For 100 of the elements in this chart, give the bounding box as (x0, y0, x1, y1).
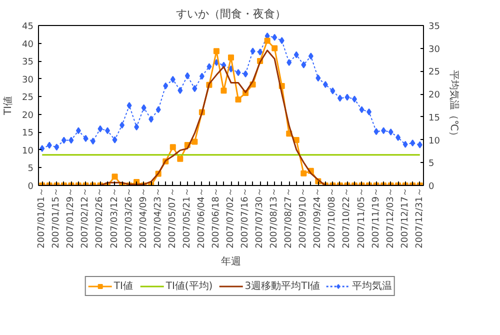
y-tick-label: 35 (22, 58, 34, 68)
point (236, 69, 241, 76)
point (177, 156, 184, 162)
point (156, 106, 161, 114)
point (46, 142, 52, 149)
y2-tick-label: 5 (428, 159, 434, 170)
point (228, 54, 234, 60)
point (272, 34, 278, 41)
point (112, 174, 118, 180)
point (388, 128, 394, 136)
point (141, 104, 146, 112)
x-tick-label: 2007/01/01～ (37, 188, 48, 248)
x-tick-label: 2007/12/17～ (400, 188, 410, 248)
point (68, 136, 74, 144)
point (192, 138, 198, 145)
point (76, 127, 81, 134)
y-tick-label: 25 (22, 93, 34, 104)
point (294, 51, 299, 58)
point (98, 125, 103, 132)
y2-axis-title: 平均気温（℃） (448, 70, 460, 142)
y2-tick-label: 10 (428, 136, 440, 146)
y-tick-label: 5 (28, 164, 34, 174)
x-tick-label: 2007/08/27～ (284, 188, 294, 248)
point (330, 87, 336, 94)
point (396, 134, 401, 141)
point (410, 139, 416, 146)
x-tick-label: 2007/02/26～ (95, 188, 106, 248)
point (402, 140, 408, 148)
point (120, 122, 125, 129)
x-axis-title: 年週 (221, 255, 241, 268)
y-tick-label: 40 (22, 40, 34, 50)
y-tick-label: 0 (28, 182, 34, 192)
x-tick-label: 2007/06/04～ (196, 188, 207, 248)
point (316, 74, 321, 82)
point (170, 144, 176, 150)
point (359, 106, 364, 114)
point (61, 136, 66, 144)
y2-tick-label: 0 (428, 182, 434, 192)
y2-tick-label: 25 (428, 68, 440, 78)
point (192, 85, 198, 92)
x-tick-label: 2007/11/05～ (356, 188, 367, 248)
x-tick-label: 2007/03/12～ (110, 188, 120, 248)
x-tick-label: 2007/02/12～ (80, 188, 91, 248)
chart-title: すいか（間食・夜食） (176, 8, 286, 20)
x-tick-label: 2007/07/02～ (226, 188, 236, 248)
point (213, 48, 220, 54)
x-tick-label: 2007/04/09～ (138, 188, 149, 248)
point (105, 127, 110, 134)
point (170, 76, 176, 83)
point (163, 82, 168, 90)
y-tick-label: 30 (22, 75, 34, 86)
point (264, 38, 270, 44)
point (178, 86, 183, 94)
x-tick-label: 2007/07/16～ (240, 188, 251, 248)
point (54, 144, 60, 151)
point (90, 138, 96, 145)
y-tick-label: 10 (22, 146, 34, 156)
x-tick-label: 2007/06/18～ (211, 188, 222, 248)
x-tick-label: 2007/01/29～ (66, 188, 76, 248)
point (220, 88, 227, 94)
legend-label: 平均気温 (352, 280, 392, 293)
point (134, 123, 140, 130)
point (352, 96, 357, 103)
y2-tick-label: 30 (428, 44, 440, 55)
x-tick-label: 2007/01/15～ (52, 188, 62, 248)
x-tick-label: 2007/08/13～ (270, 188, 280, 248)
x-tick-label: 2007/05/21～ (182, 188, 192, 248)
x-tick-label: 2007/11/19～ (371, 188, 382, 248)
y2-tick-label: 15 (428, 113, 440, 124)
point (301, 61, 306, 68)
point (199, 72, 204, 80)
x-tick-label: 2007/10/08～ (328, 188, 338, 248)
y-tick-label: 20 (22, 110, 34, 121)
point (286, 59, 292, 66)
point (126, 102, 132, 109)
x-tick-label: 2007/12/03～ (386, 188, 396, 248)
point (381, 127, 386, 134)
x-tick-label: 2007/03/26～ (124, 188, 134, 248)
point (272, 45, 278, 52)
point (250, 48, 256, 55)
point (344, 94, 350, 101)
legend-label: TI値(平均) (166, 280, 213, 293)
y-axis-title: TI値 (2, 96, 14, 116)
x-tick-label: 2007/12/31～ (414, 188, 425, 248)
legend-label: TI値 (114, 280, 134, 293)
point (148, 116, 154, 123)
point (83, 134, 88, 142)
x-tick-label: 2007/09/10～ (298, 188, 309, 248)
y2-tick-label: 35 (428, 22, 440, 32)
point (322, 80, 328, 88)
point (184, 72, 190, 80)
x-tick-label: 2007/09/24～ (313, 188, 324, 248)
point (374, 128, 379, 136)
x-tick-label: 2007/05/07～ (168, 188, 178, 248)
point (258, 48, 263, 56)
point (243, 70, 248, 78)
y2-tick-label: 20 (428, 90, 440, 101)
y-tick-label: 15 (22, 128, 34, 139)
x-tick-label: 2007/04/23～ (153, 188, 164, 248)
point (279, 37, 284, 44)
